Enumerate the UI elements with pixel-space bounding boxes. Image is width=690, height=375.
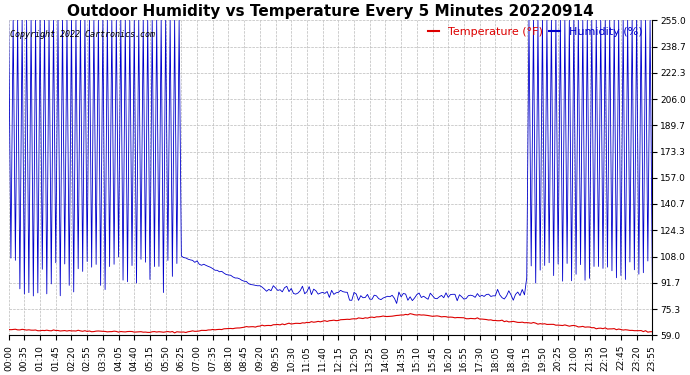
- Text: Copyright 2022 Cartronics.com: Copyright 2022 Cartronics.com: [10, 30, 155, 39]
- Title: Outdoor Humidity vs Temperature Every 5 Minutes 20220914: Outdoor Humidity vs Temperature Every 5 …: [67, 4, 594, 19]
- Legend: Temperature (°F), Humidity (%): Temperature (°F), Humidity (%): [424, 23, 647, 42]
